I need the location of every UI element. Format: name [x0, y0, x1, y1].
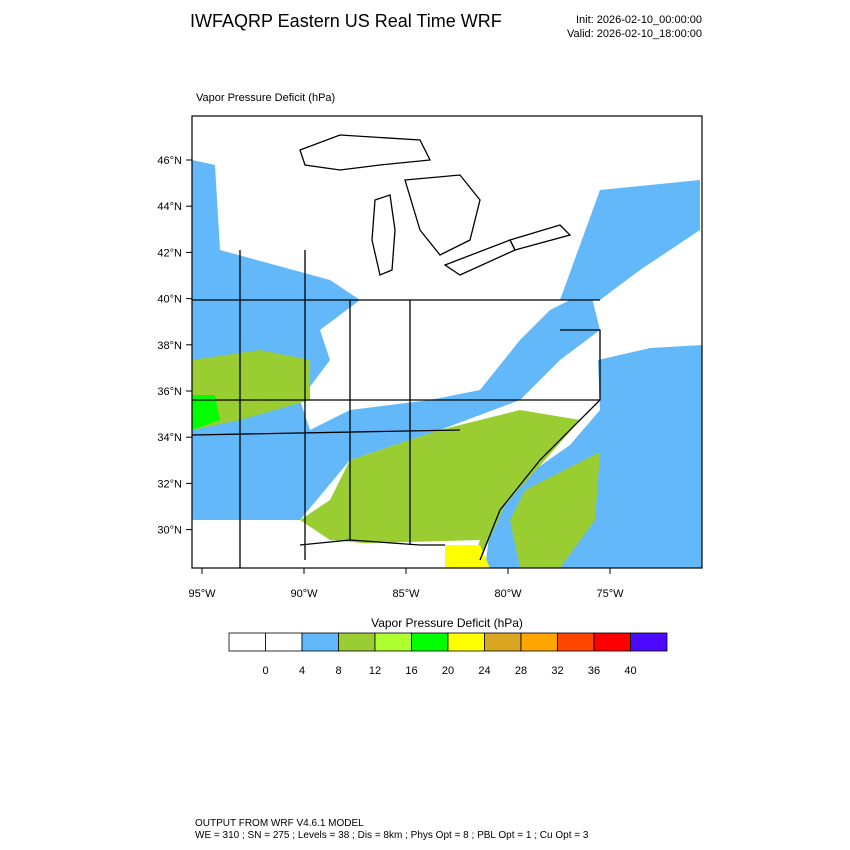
colorbar-box — [228, 632, 266, 652]
colorbar-label: 32 — [551, 665, 563, 677]
lat-label: 36°N — [157, 386, 182, 398]
colorbar-label: 20 — [442, 665, 454, 677]
lon-label: 80°W — [494, 588, 522, 600]
lat-label: 42°N — [157, 247, 182, 259]
colorbar-label: 12 — [369, 665, 381, 677]
lon-label: 90°W — [290, 588, 318, 600]
map-frame — [191, 115, 703, 569]
colorbar-label: 36 — [588, 665, 600, 677]
colorbar-box — [484, 632, 522, 652]
colorbar-label: 8 — [335, 665, 341, 677]
colorbar-box — [630, 632, 668, 652]
footer-line: WE = 310 ; SN = 275 ; Levels = 38 ; Dis … — [195, 830, 589, 841]
map — [192, 116, 702, 568]
colorbar-box — [301, 632, 339, 652]
colorbar-box — [520, 632, 558, 652]
colorbar-box — [265, 632, 303, 652]
colorbar: 0 4 8 12 16 20 24 28 32 36 40 — [228, 632, 668, 677]
colorbar-box — [557, 632, 595, 652]
colorbar-label: 16 — [405, 665, 417, 677]
valid-time: Valid: 2026-02-10_18:00:00 — [567, 28, 702, 40]
lon-labels: 95°W 90°W 85°W 80°W 75°W — [188, 568, 624, 600]
lat-label: 46°N — [157, 155, 182, 167]
lat-labels: 46°N 44°N 42°N 40°N 38°N 36°N 34°N 32°N 30°N — [157, 155, 192, 537]
lat-label: 44°N — [157, 201, 182, 213]
lat-label: 38°N — [157, 340, 182, 352]
lon-label: 85°W — [392, 588, 420, 600]
colorbar-box — [593, 632, 631, 652]
lon-label: 75°W — [596, 588, 624, 600]
colorbar-label: 24 — [478, 665, 490, 677]
title: IWFAQRP Eastern US Real Time WRF — [190, 11, 502, 31]
colorbar-label: 28 — [515, 665, 527, 677]
lat-label: 32°N — [157, 478, 182, 490]
colorbar-title: Vapor Pressure Deficit (hPa) — [371, 616, 523, 630]
colorbar-label: 0 — [262, 665, 268, 677]
init-time: Init: 2026-02-10_00:00:00 — [576, 14, 702, 26]
colorbar-label: 4 — [299, 665, 305, 677]
lat-label: 30°N — [157, 525, 182, 537]
footer-line: OUTPUT FROM WRF V4.6.1 MODEL — [195, 818, 364, 829]
colorbar-box — [447, 632, 485, 652]
colorbar-box — [411, 632, 449, 652]
lon-label: 95°W — [188, 588, 216, 600]
colorbar-box — [374, 632, 412, 652]
colorbar-box — [338, 632, 376, 652]
lat-label: 40°N — [157, 294, 182, 306]
lat-label: 34°N — [157, 432, 182, 444]
colorbar-label: 40 — [624, 665, 636, 677]
plot-title: Vapor Pressure Deficit (hPa) — [196, 92, 335, 104]
